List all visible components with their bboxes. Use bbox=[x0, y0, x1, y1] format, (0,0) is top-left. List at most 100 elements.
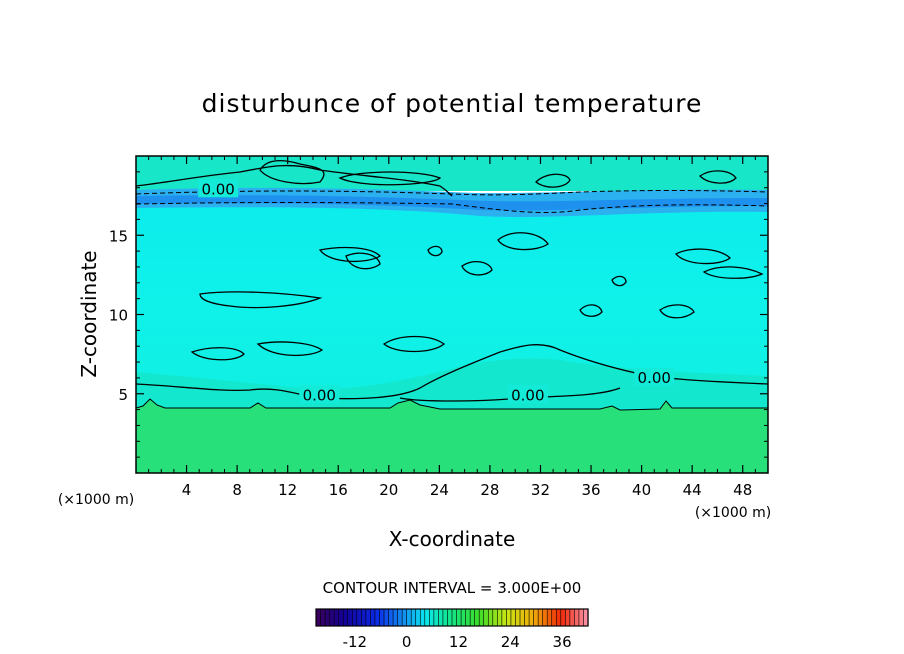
x-axis-ticks: 4 8 12 16 20 24 28 32 36 40 44 48 bbox=[148, 156, 756, 499]
x-tick-label: 8 bbox=[232, 481, 242, 499]
colorbar-tick-label: 36 bbox=[553, 633, 572, 651]
colorbar-cell bbox=[555, 608, 562, 627]
colorbar-cell bbox=[361, 608, 367, 627]
colorbar-cell bbox=[392, 608, 399, 627]
y-tick-label: 5 bbox=[118, 386, 128, 404]
contour-blob-m bbox=[611, 275, 627, 287]
colorbar-cell bbox=[329, 608, 335, 627]
colorbar-cell bbox=[388, 608, 394, 627]
colorbar-cell bbox=[465, 608, 471, 627]
contour-surface bbox=[136, 398, 768, 411]
colorbar-tick-label: 24 bbox=[501, 633, 520, 651]
x-tick-label: 40 bbox=[632, 481, 651, 499]
colorbar-cell bbox=[460, 608, 467, 627]
contour-labels: 0.00 0.00 0.00 0.00 bbox=[198, 179, 675, 404]
colorbar-cell bbox=[447, 608, 453, 627]
colorbar-cell bbox=[433, 608, 439, 627]
colorbar-cell bbox=[370, 608, 376, 627]
colorbar-cell bbox=[492, 608, 498, 627]
contour-blob-b bbox=[190, 347, 245, 361]
region-upper-layer bbox=[136, 156, 768, 191]
colorbar-cell bbox=[524, 608, 530, 627]
colorbar-tick-labels: -12 0 12 24 36 bbox=[343, 633, 572, 651]
colorbar-cell bbox=[379, 608, 385, 627]
colorbar-cell bbox=[419, 608, 426, 627]
colorbar-cell bbox=[429, 608, 435, 627]
contour-upper-blob-mid bbox=[338, 171, 442, 186]
colorbar-cell bbox=[424, 608, 430, 627]
y-tick-label: 10 bbox=[109, 307, 128, 325]
colorbar-cell bbox=[410, 608, 417, 627]
colorbar-tick-label: -12 bbox=[343, 633, 368, 651]
colorbar-cell bbox=[356, 608, 362, 627]
contour-blob-a bbox=[199, 291, 323, 309]
colorbar-frame bbox=[315, 608, 589, 627]
contour-label-bg bbox=[634, 367, 675, 386]
colorbar-cell bbox=[497, 608, 503, 627]
contour-lines bbox=[136, 159, 768, 402]
colorbar-cell bbox=[483, 608, 489, 627]
x-unit-label: (×1000 m) bbox=[695, 505, 771, 521]
x-tick-label: 28 bbox=[480, 481, 499, 499]
contour-blob-g bbox=[497, 232, 549, 251]
colorbar-cell bbox=[333, 608, 340, 627]
colorbar-cell bbox=[551, 608, 557, 627]
colorbar-cell bbox=[456, 608, 462, 627]
colorbar-cell bbox=[397, 608, 403, 627]
colorbar-cell bbox=[401, 608, 408, 627]
contour-blob-f bbox=[461, 260, 493, 276]
x-tick-label: 24 bbox=[430, 481, 449, 499]
colorbar-cell bbox=[574, 608, 580, 627]
colorbar-cell bbox=[342, 608, 349, 627]
colorbar-cell bbox=[347, 608, 353, 627]
colorbar-cell bbox=[537, 608, 544, 627]
colorbar-cell bbox=[324, 608, 331, 627]
colorbar-cell bbox=[528, 608, 535, 627]
colorbar-cell bbox=[474, 608, 480, 627]
contour-blob-h bbox=[675, 248, 731, 265]
contour-interval-text: CONTOUR INTERVAL = 3.000E+00 bbox=[323, 579, 582, 597]
colorbar-cell bbox=[442, 608, 449, 627]
colorbar-cell bbox=[519, 608, 526, 627]
contour-label: 0.00 bbox=[201, 180, 234, 198]
colorbar-cell bbox=[315, 608, 322, 627]
contour-blob-l bbox=[382, 335, 446, 353]
y-unit-label: (×1000 m) bbox=[58, 492, 134, 508]
contour-blob-e bbox=[345, 252, 381, 270]
x-tick-label: 20 bbox=[379, 481, 398, 499]
contour-upper-blob-right bbox=[535, 173, 571, 188]
contour-upper-blob-left bbox=[259, 159, 325, 185]
y-tick-label: 15 bbox=[109, 227, 128, 245]
contour-blob-j bbox=[579, 304, 603, 317]
x-tick-label: 16 bbox=[329, 481, 348, 499]
colorbar-cell bbox=[415, 608, 421, 627]
colorbar-cell bbox=[565, 608, 571, 627]
colorbar bbox=[315, 608, 589, 627]
contour-label: 0.00 bbox=[638, 369, 671, 387]
colorbar-cell bbox=[320, 608, 326, 627]
colorbar-cell bbox=[451, 608, 458, 627]
colorbar-cell bbox=[406, 608, 412, 627]
contour-dashed-lower bbox=[136, 202, 768, 213]
contour-dashed-lines bbox=[136, 190, 768, 213]
region-tropopause-core bbox=[136, 195, 768, 211]
y-axis-label: Z-coordinate bbox=[77, 250, 101, 377]
x-tick-label: 48 bbox=[733, 481, 752, 499]
colorbar-cell bbox=[487, 608, 494, 627]
colorbar-tick-label: 12 bbox=[449, 633, 468, 651]
colorbar-cell bbox=[542, 608, 548, 627]
region-near-surface-band bbox=[136, 358, 768, 408]
x-tick-label: 12 bbox=[278, 481, 297, 499]
contour-blob-k bbox=[659, 304, 695, 319]
contour-label: 0.00 bbox=[511, 386, 544, 404]
colorbar-cell bbox=[438, 608, 444, 627]
contour-blob-c bbox=[256, 341, 324, 357]
colorbar-cell bbox=[510, 608, 517, 627]
colorbar-tick-label: 0 bbox=[402, 633, 412, 651]
colorbar-cell bbox=[501, 608, 507, 627]
colorbar-cell bbox=[351, 608, 358, 627]
colorbar-cell bbox=[533, 608, 539, 627]
contour-blob-d bbox=[318, 246, 382, 263]
region-lower-layer bbox=[136, 399, 768, 473]
